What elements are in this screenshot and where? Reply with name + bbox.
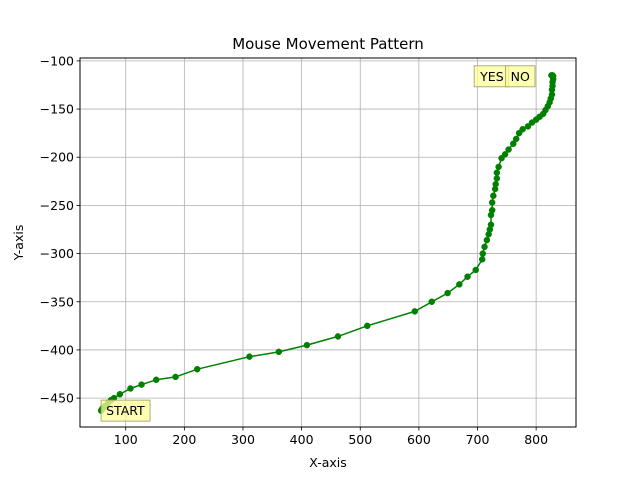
y-tick-label: −200 [40, 150, 74, 165]
annotation-box [100, 399, 151, 422]
x-tick-label: 300 [231, 432, 255, 447]
data-point [483, 236, 491, 244]
data-point [303, 341, 311, 349]
y-tick-label: −300 [40, 246, 74, 261]
data-point [194, 365, 201, 373]
x-axis-title: X-axis [309, 455, 347, 470]
series-green-path [97, 72, 557, 414]
y-tick-label: −400 [40, 342, 74, 357]
data-point [490, 192, 497, 200]
x-tick-label: 800 [524, 432, 548, 447]
data-point [456, 281, 463, 288]
chart-title: Mouse Movement Pattern [232, 35, 424, 53]
data-point [428, 298, 436, 306]
y-tick-label: −150 [40, 102, 74, 117]
data-point [488, 206, 496, 214]
data-point [478, 256, 486, 263]
data-point [501, 151, 509, 158]
y-tick-label: −450 [40, 391, 74, 406]
annotation-label: YES [479, 69, 504, 84]
annotation-no: NO [505, 65, 536, 88]
x-tick-label: 600 [407, 432, 431, 447]
y-tick-label: −100 [40, 53, 74, 68]
data-point [364, 322, 371, 330]
data-point [519, 126, 526, 133]
data-point [334, 333, 342, 340]
data-point [127, 385, 134, 392]
axis-ticks: 100 200 300 400 500 600 700 800 −100 −150 −200 −250… [40, 53, 548, 447]
data-point [479, 250, 487, 257]
data-point [548, 72, 555, 79]
annotation-label: START [106, 403, 145, 418]
annotation-label: NO [511, 69, 530, 84]
data-point [152, 376, 160, 384]
data-point [492, 180, 499, 188]
data-point [493, 169, 501, 176]
data-point [487, 221, 495, 228]
y-tick-label: −350 [40, 294, 74, 309]
data-point [493, 175, 501, 182]
data-point [116, 390, 124, 398]
data-point [275, 348, 283, 356]
data-point [524, 123, 532, 130]
data-point [481, 243, 488, 251]
data-point [138, 381, 145, 388]
data-point [464, 273, 471, 280]
x-tick-label: 700 [466, 432, 490, 447]
data-point [510, 140, 517, 147]
data-point [246, 353, 253, 360]
annotations: START YES NO [100, 65, 536, 422]
y-axis-title: Y-axis [11, 225, 26, 262]
data-point [172, 373, 179, 381]
data-point [444, 289, 451, 297]
annotation-yes: YES [473, 65, 510, 88]
data-point [488, 199, 496, 206]
data-point [505, 146, 512, 153]
x-tick-label: 500 [348, 432, 372, 447]
x-tick-label: 400 [290, 432, 314, 447]
grid-lines [80, 58, 576, 427]
x-tick-label: 100 [114, 432, 138, 447]
plot-frame [79, 57, 577, 428]
data-point [472, 266, 479, 274]
data-point [512, 135, 520, 143]
data-point [495, 163, 502, 171]
x-tick-label: 200 [172, 432, 196, 447]
data-point [411, 308, 419, 315]
annotation-box [505, 65, 536, 88]
y-tick-label: −250 [40, 198, 74, 213]
annotation-start: START [100, 399, 151, 422]
